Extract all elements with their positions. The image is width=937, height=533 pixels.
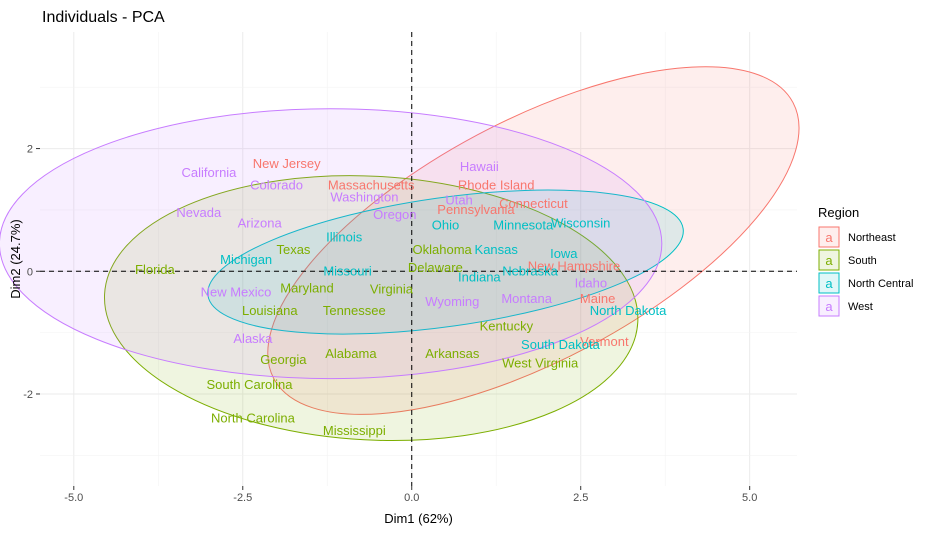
ellipse-west <box>0 108 663 380</box>
point-label: Alabama <box>325 346 377 361</box>
ellipse-northeast <box>267 66 800 415</box>
legend-key-glyph: a <box>825 230 833 245</box>
point-label: Rhode Island <box>458 177 535 192</box>
point-label: Alaska <box>233 331 273 346</box>
legend-key <box>818 226 840 248</box>
point-label: Utah <box>445 193 472 208</box>
y-tick-label: 0 <box>27 266 33 278</box>
point-label: Maryland <box>280 280 333 295</box>
point-labels: New Jersey Massachusetts Rhode Island Penns… <box>135 156 667 438</box>
x-tick-label: 0.0 <box>404 492 419 504</box>
point-label: Maine <box>580 291 615 306</box>
point-label: Indiana <box>458 269 501 284</box>
point-label: California <box>182 165 238 180</box>
point-label: Minnesota <box>493 217 554 232</box>
y-axis-title: Dim2 (24.7%) <box>8 219 23 298</box>
legend-title: Region <box>818 205 859 220</box>
x-axis-ticks: -5.0 -2.5 0.0 2.5 5.0 <box>64 486 757 504</box>
chart-title: Individuals - PCA <box>42 9 165 26</box>
x-tick-label: -5.0 <box>64 492 83 504</box>
point-label: Colorado <box>250 177 303 192</box>
point-label: Montana <box>501 291 552 306</box>
point-label: Iowa <box>550 246 578 261</box>
point-label: North Dakota <box>590 303 667 318</box>
ellipse-north-central <box>207 189 684 335</box>
point-label: Kansas <box>475 242 519 257</box>
point-label: Wyoming <box>425 294 479 309</box>
point-label: New Jersey <box>253 156 321 171</box>
point-label: Washington <box>330 190 398 205</box>
point-label: Nebraska <box>502 263 558 278</box>
point-label: Kentucky <box>480 318 534 333</box>
point-label: Idaho <box>575 276 608 291</box>
legend-key <box>818 295 840 317</box>
legend-key-glyph: a <box>825 276 833 291</box>
point-label: Vermont <box>580 334 629 349</box>
point-label: Hawaii <box>460 159 499 174</box>
legend-key-glyph: a <box>825 253 833 268</box>
point-label: Nevada <box>176 205 222 220</box>
point-label: Florida <box>135 262 176 277</box>
point-label: Louisiana <box>242 303 298 318</box>
point-label: Texas <box>276 242 310 257</box>
confidence-ellipses <box>0 66 800 442</box>
y-tick-label: 2 <box>27 144 33 156</box>
point-label: Missouri <box>323 263 372 278</box>
point-label: Virginia <box>370 282 414 297</box>
point-label: West Virginia <box>502 355 579 370</box>
y-axis-ticks: -2 0 2 <box>23 144 40 401</box>
point-label: Tennessee <box>323 303 386 318</box>
x-tick-label: 5.0 <box>742 492 757 504</box>
legend-key <box>818 249 840 271</box>
point-label: Michigan <box>220 252 272 267</box>
point-label: Mississippi <box>323 423 386 438</box>
x-tick-label: -2.5 <box>233 492 252 504</box>
point-label: Arizona <box>238 215 283 230</box>
legend-label: South <box>848 255 877 267</box>
point-label: South Carolina <box>207 377 294 392</box>
point-label: Delaware <box>408 260 463 275</box>
point-label: Oregon <box>373 207 416 222</box>
x-tick-label: 2.5 <box>573 492 588 504</box>
legend-key <box>818 272 840 294</box>
point-label: Massachusetts <box>328 177 415 192</box>
point-label: Wisconsin <box>551 215 610 230</box>
y-tick-label: -2 <box>23 389 33 401</box>
legend-label: West <box>848 301 873 313</box>
point-label: South Dakota <box>521 337 601 352</box>
legend: Region a Northeast a South a North Central a We… <box>818 205 913 317</box>
point-label: Arkansas <box>425 346 480 361</box>
reference-lines <box>40 32 797 486</box>
point-label: Georgia <box>260 352 307 367</box>
legend-label: Northeast <box>848 232 896 244</box>
point-label: Connecticut <box>499 196 568 211</box>
legend-label: North Central <box>848 278 913 290</box>
point-label: Ohio <box>432 217 459 232</box>
point-label: New Mexico <box>201 285 272 300</box>
point-label: Oklahoma <box>413 242 473 257</box>
point-label: Pennsylvania <box>437 202 515 217</box>
point-label: Illinois <box>326 230 363 245</box>
point-label: North Carolina <box>211 411 296 426</box>
x-axis-title: Dim1 (62%) <box>384 511 453 526</box>
ellipse-south <box>103 175 639 442</box>
legend-key-glyph: a <box>825 299 833 314</box>
point-label: New Hampshire <box>528 258 620 273</box>
